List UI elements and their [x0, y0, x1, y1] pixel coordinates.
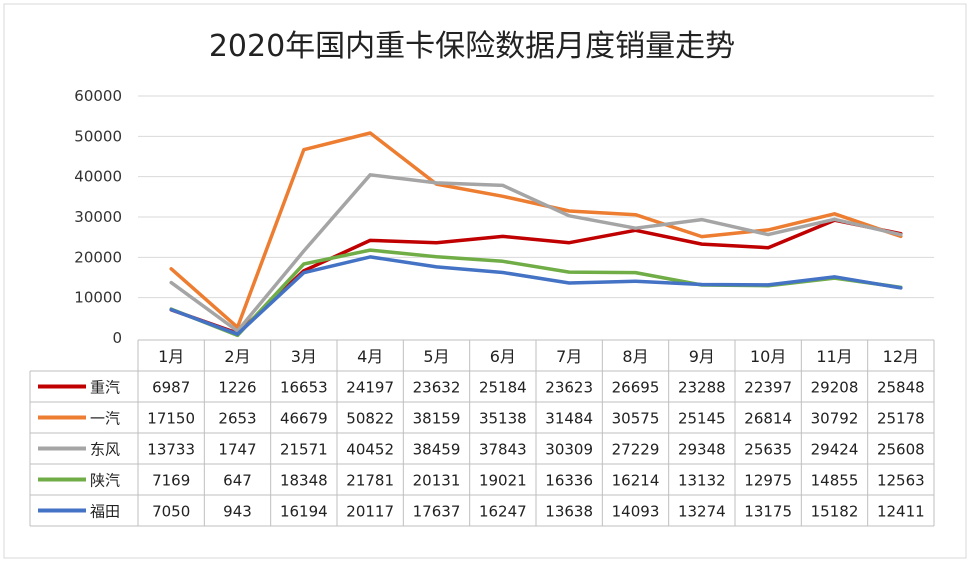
data-table-value: 16214 — [612, 472, 660, 490]
data-table-value: 16653 — [280, 379, 328, 397]
data-table-value: 30575 — [612, 410, 660, 428]
data-table-value: 30309 — [545, 441, 593, 459]
y-tick-label: 50000 — [74, 127, 122, 145]
data-table-value: 7169 — [152, 472, 190, 490]
data-table-value: 25848 — [877, 379, 925, 397]
x-category-label: 6月 — [490, 347, 516, 366]
data-table-value: 38459 — [413, 441, 461, 459]
y-axis-ticks: 0 10000 20000 30000 40000 50000 60000 — [74, 87, 122, 347]
x-category-label: 3月 — [291, 347, 317, 366]
data-table-value: 25184 — [479, 379, 527, 397]
x-category-label: 11月 — [816, 347, 852, 366]
data-table-value: 31484 — [545, 410, 593, 428]
series-line — [169, 131, 903, 330]
data-table-value: 25608 — [877, 441, 925, 459]
data-table-value: 21571 — [280, 441, 328, 459]
data-table-value: 13175 — [744, 503, 792, 521]
x-category-label: 12月 — [883, 347, 919, 366]
series-line — [169, 255, 903, 336]
data-table-value: 50822 — [346, 410, 394, 428]
data-table-value: 29424 — [811, 441, 859, 459]
data-table-value: 647 — [223, 472, 252, 490]
data-table-value: 40452 — [346, 441, 394, 459]
series-line — [169, 173, 903, 333]
data-table-value: 13638 — [545, 503, 593, 521]
data-table-value: 6987 — [152, 379, 190, 397]
data-table-value: 943 — [223, 503, 252, 521]
data-table-value: 12975 — [744, 472, 792, 490]
data-table-value: 23623 — [545, 379, 593, 397]
data-table-value: 13274 — [678, 503, 726, 521]
data-table-value: 37843 — [479, 441, 527, 459]
data-table-value: 7050 — [152, 503, 190, 521]
data-table-value: 23288 — [678, 379, 726, 397]
data-table-value: 30792 — [811, 410, 859, 428]
y-tick-label: 20000 — [74, 248, 122, 266]
data-table-value: 15182 — [811, 503, 859, 521]
data-table-value: 23632 — [413, 379, 461, 397]
data-table-value: 29208 — [811, 379, 859, 397]
data-table-value: 26814 — [744, 410, 792, 428]
data-table-value: 1226 — [218, 379, 256, 397]
data-table-value: 12411 — [877, 503, 925, 521]
data-table-value: 13132 — [678, 472, 726, 490]
data-table-value: 27229 — [612, 441, 660, 459]
x-category-label: 10月 — [750, 347, 786, 366]
x-category-label: 4月 — [357, 347, 383, 366]
legend-label: 福田 — [90, 503, 120, 521]
data-table-value: 22397 — [744, 379, 792, 397]
y-tick-label: 10000 — [74, 289, 122, 307]
x-category-label: 8月 — [622, 347, 648, 366]
x-category-label: 5月 — [423, 347, 449, 366]
data-table-value: 20131 — [413, 472, 461, 490]
legend-label: 一汽 — [90, 410, 120, 428]
chart-title: 2020年国内重卡保险数据月度销量走势 — [209, 29, 735, 64]
x-category-label: 9月 — [689, 347, 715, 366]
data-table-value: 20117 — [346, 503, 394, 521]
x-category-label: 2月 — [224, 347, 250, 366]
x-category-label: 1月 — [158, 347, 184, 366]
data-table-value: 14093 — [612, 503, 660, 521]
y-tick-label: 30000 — [74, 208, 122, 226]
data-table-value: 18348 — [280, 472, 328, 490]
legend-label: 东风 — [90, 441, 120, 459]
data-table-value: 13733 — [147, 441, 195, 459]
data-table-value: 21781 — [346, 472, 394, 490]
y-tick-label: 0 — [112, 329, 122, 347]
data-table-value: 16194 — [280, 503, 328, 521]
data-table-value: 24197 — [346, 379, 394, 397]
data-table-value: 35138 — [479, 410, 527, 428]
y-tick-label: 60000 — [74, 87, 122, 105]
data-table-value: 1747 — [218, 441, 256, 459]
data-table-value: 16247 — [479, 503, 527, 521]
legend-label: 重汽 — [90, 379, 120, 397]
data-table-value: 2653 — [218, 410, 256, 428]
series-lines — [169, 131, 903, 338]
data-table-value: 19021 — [479, 472, 527, 490]
data-table-value: 17637 — [413, 503, 461, 521]
data-table-value: 25635 — [744, 441, 792, 459]
y-tick-label: 40000 — [74, 168, 122, 186]
data-table-value: 16336 — [545, 472, 593, 490]
data-table-value: 46679 — [280, 410, 328, 428]
data-table-value: 29348 — [678, 441, 726, 459]
data-table-value: 26695 — [612, 379, 660, 397]
data-table-value: 14855 — [811, 472, 859, 490]
data-table-value: 12563 — [877, 472, 925, 490]
legend-label: 陕汽 — [90, 472, 120, 490]
data-table-value: 25178 — [877, 410, 925, 428]
data-table-value: 38159 — [413, 410, 461, 428]
data-table-value: 17150 — [147, 410, 195, 428]
data-table-value: 25145 — [678, 410, 726, 428]
x-category-label: 7月 — [556, 347, 582, 366]
